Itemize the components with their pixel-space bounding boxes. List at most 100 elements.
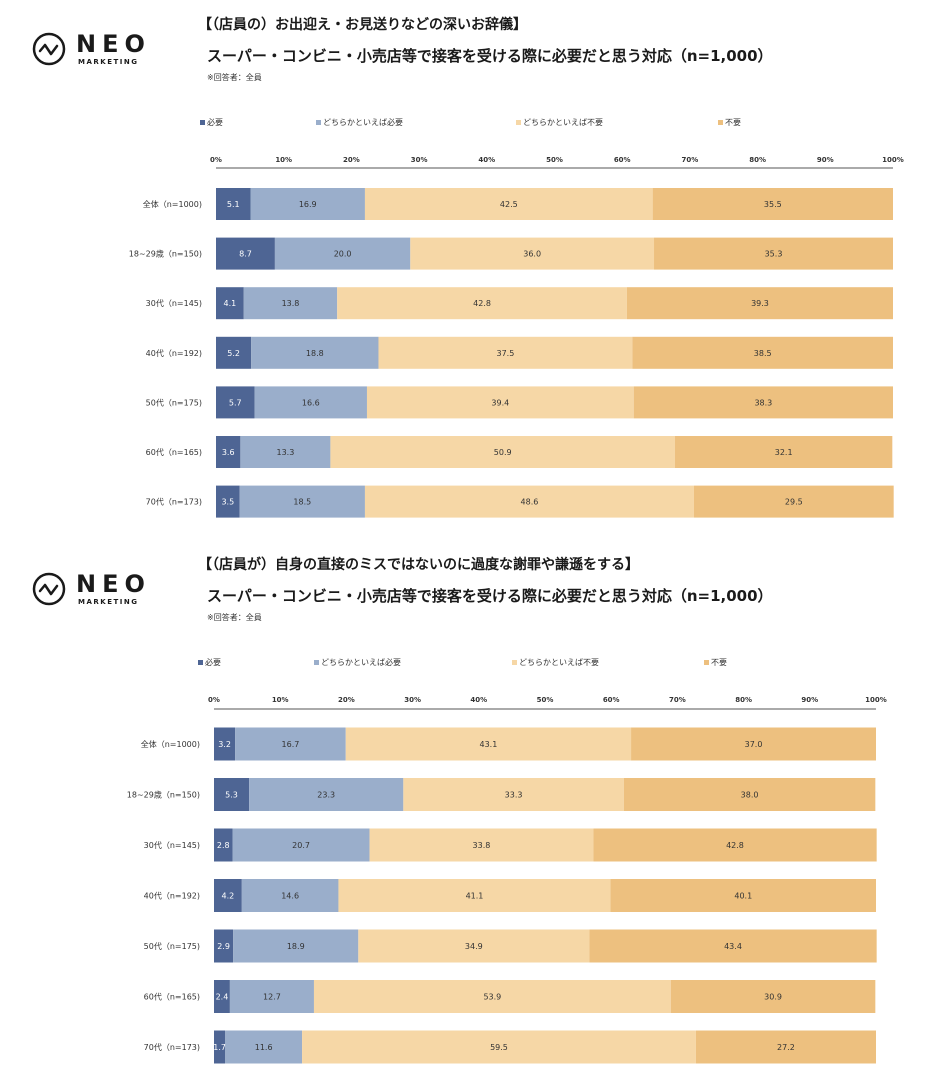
logo-wave-icon — [32, 32, 66, 66]
bar-segment — [243, 287, 338, 320]
data-label: 50.9 — [494, 448, 512, 457]
data-label: 20.7 — [292, 841, 310, 850]
chart-subtitle: スーパー・コンビニ・小売店等で接客を受ける際に必要だと思う対応（n=1,000） — [207, 47, 773, 65]
data-label: 5.7 — [229, 398, 242, 407]
bar-segment — [364, 188, 653, 220]
x-tick-label: 100% — [865, 696, 887, 704]
x-tick-label: 20% — [338, 696, 355, 704]
legend-label: 必要 — [207, 117, 223, 127]
legend-swatch — [704, 660, 709, 665]
legend-label: 必要 — [205, 657, 221, 667]
data-label: 4.2 — [222, 892, 235, 901]
category-label: 全体（n=1000) — [141, 739, 200, 749]
data-label: 43.1 — [479, 740, 497, 749]
bar-segment — [632, 336, 893, 369]
bar-segment — [675, 436, 893, 468]
category-label: 18~29歳（n=150) — [129, 249, 202, 259]
data-label: 3.2 — [218, 740, 231, 749]
bar-segment — [214, 929, 234, 963]
data-label: 11.6 — [255, 1043, 273, 1052]
legend-label: どちらかといえば不要 — [519, 658, 599, 667]
data-label: 38.3 — [754, 398, 772, 407]
legend-label: どちらかといえば必要 — [323, 117, 403, 127]
x-tick-label: 20% — [343, 156, 360, 164]
data-label: 20.0 — [334, 250, 352, 259]
bar-segment — [610, 879, 876, 912]
data-label: 39.3 — [751, 299, 769, 308]
category-label: 18~29歳（n=150) — [127, 790, 200, 800]
chart-title: 【（店員の）お出迎え・お見送りなどの深いお辞儀】 — [198, 17, 527, 33]
bar-segment — [229, 980, 314, 1013]
bar-segment — [232, 828, 370, 862]
data-label: 42.8 — [726, 841, 744, 850]
bar-segment — [239, 485, 365, 518]
data-label: 23.3 — [317, 791, 335, 800]
x-tick-label: 40% — [478, 156, 495, 164]
category-label: 60代（n=165) — [146, 447, 202, 457]
bar-segment — [626, 287, 893, 320]
legend-swatch — [718, 120, 723, 125]
legend-swatch — [316, 120, 321, 125]
legend-swatch — [516, 120, 521, 125]
category-label: 30代（n=145) — [144, 840, 200, 850]
bar-segment — [364, 485, 694, 518]
stacked-bar-chart: 必要 どちらかといえば必要 どちらかといえば不要 不要 0% 10% 20% 30% 40% 50… — [129, 117, 904, 518]
bar-segment — [695, 1030, 876, 1064]
data-label: 14.6 — [281, 892, 299, 901]
x-tick-label: 0% — [210, 156, 222, 164]
bar-segment — [274, 237, 411, 270]
data-label: 4.1 — [224, 299, 237, 308]
legend-label: 不要 — [711, 658, 727, 667]
bar-segment — [410, 237, 655, 270]
data-label: 3.5 — [221, 498, 234, 507]
chart-panel-1: NEO MARKETING 【（店員の）お出迎え・お見送りなどの深いお辞儀】 ス… — [32, 17, 904, 518]
x-tick-label: 80% — [735, 696, 752, 704]
bar-segment — [249, 778, 404, 811]
bar-segment — [214, 828, 233, 862]
x-tick-label: 30% — [404, 696, 421, 704]
bar-segment — [225, 1030, 303, 1064]
category-label: 70代（n=173) — [146, 497, 202, 507]
data-label: 12.7 — [263, 993, 281, 1002]
data-label: 37.0 — [745, 740, 763, 749]
bar-segment — [251, 336, 379, 369]
stacked-bar-chart: 必要 どちらかといえば必要 どちらかといえば不要 不要 0% 10% 20% 30% 40% 50… — [127, 657, 887, 1064]
data-label: 39.4 — [491, 398, 509, 407]
category-label: 全体（n=1000) — [143, 199, 202, 209]
x-tick-label: 60% — [603, 696, 620, 704]
bar-segment — [214, 980, 230, 1013]
logo-wordmark: NEO — [76, 30, 151, 58]
x-tick-label: 40% — [470, 696, 487, 704]
bar-segment — [623, 778, 876, 811]
data-label: 16.9 — [299, 200, 317, 209]
bar-segment — [241, 879, 339, 912]
data-label: 33.3 — [505, 791, 523, 800]
data-label: 43.4 — [724, 942, 742, 951]
bar-segment — [693, 485, 894, 518]
data-label: 34.9 — [465, 942, 483, 951]
data-label: 37.5 — [497, 349, 515, 358]
legend-swatch — [200, 120, 205, 125]
logo-wave-icon — [32, 572, 66, 606]
bar-segment — [330, 436, 676, 468]
bar-segment — [302, 1030, 696, 1064]
x-tick-label: 30% — [411, 156, 428, 164]
data-label: 8.7 — [239, 250, 252, 259]
bar-segment — [358, 929, 590, 963]
legend-label: どちらかといえば不要 — [523, 118, 603, 127]
bar-segment — [214, 879, 242, 912]
logo-wordmark: NEO — [76, 570, 151, 598]
bar-segment — [235, 727, 346, 761]
bar-segment — [216, 436, 241, 468]
bar-segment — [378, 336, 633, 369]
category-label: 70代（n=173) — [144, 1042, 200, 1052]
x-tick-label: 50% — [537, 696, 554, 704]
category-label: 40代（n=192) — [144, 891, 200, 901]
data-label: 27.2 — [777, 1043, 795, 1052]
logo-subtext: MARKETING — [78, 58, 139, 66]
bar-segment — [216, 237, 275, 270]
data-label: 2.4 — [216, 993, 229, 1002]
data-label: 33.8 — [473, 841, 491, 850]
legend-swatch — [512, 660, 517, 665]
bar-segment — [216, 485, 240, 518]
